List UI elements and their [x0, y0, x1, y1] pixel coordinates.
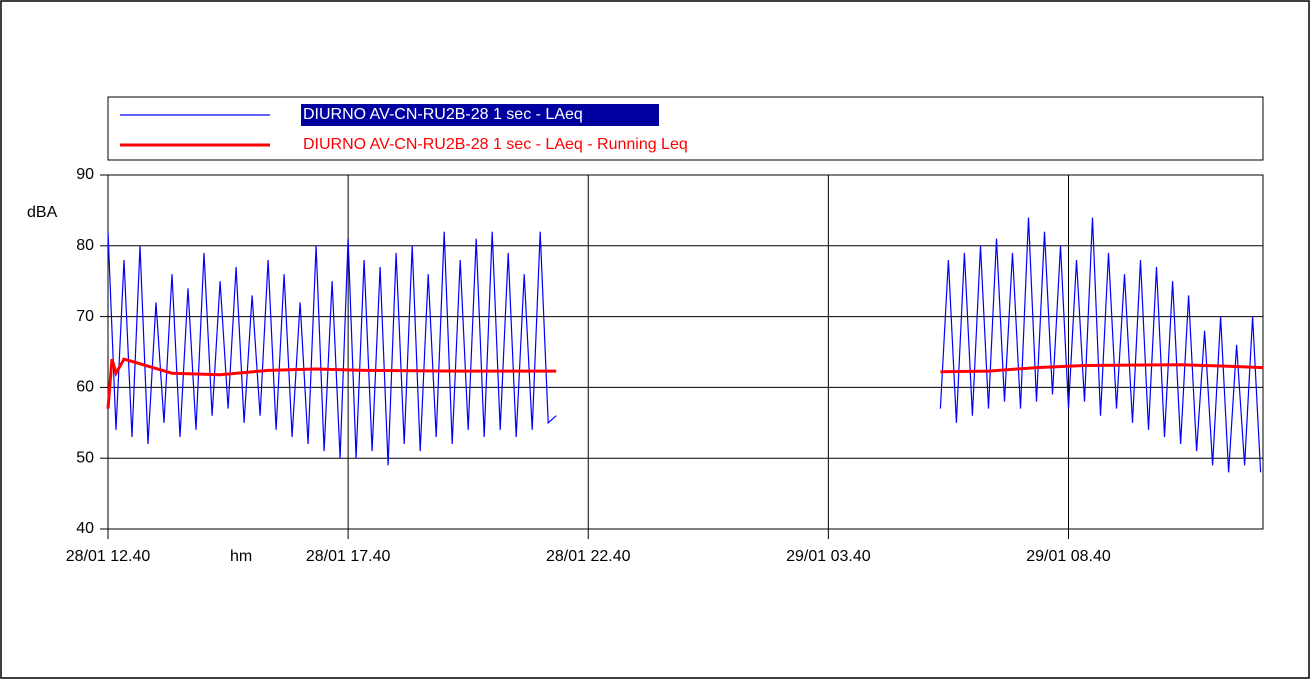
y-tick-label: 80	[76, 237, 94, 254]
x-tick-label: 28/01 12.40	[66, 548, 151, 565]
legend-highlight	[301, 104, 659, 126]
legend-label: DIURNO AV-CN-RU2B-28 1 sec - LAeq	[303, 106, 583, 123]
x-axis-label: hm	[230, 548, 252, 565]
y-tick-label: 70	[76, 308, 94, 325]
x-tick-label: 28/01 17.40	[306, 548, 391, 565]
x-tick-label: 29/01 08.40	[1026, 548, 1111, 565]
y-axis-label: dBA	[27, 204, 58, 221]
data-line	[940, 363, 1264, 374]
data-line	[939, 217, 1262, 473]
x-tick-label: 29/01 03.40	[786, 548, 871, 565]
legend-label: DIURNO AV-CN-RU2B-28 1 sec - LAeq - Runn…	[303, 136, 688, 153]
y-tick-label: 40	[76, 520, 94, 537]
y-tick-label: 50	[76, 449, 94, 466]
y-tick-label: 90	[76, 166, 94, 183]
legend-box	[107, 96, 1264, 161]
data-line	[106, 357, 557, 409]
x-tick-label: 28/01 22.40	[546, 548, 631, 565]
y-tick-label: 60	[76, 379, 94, 396]
